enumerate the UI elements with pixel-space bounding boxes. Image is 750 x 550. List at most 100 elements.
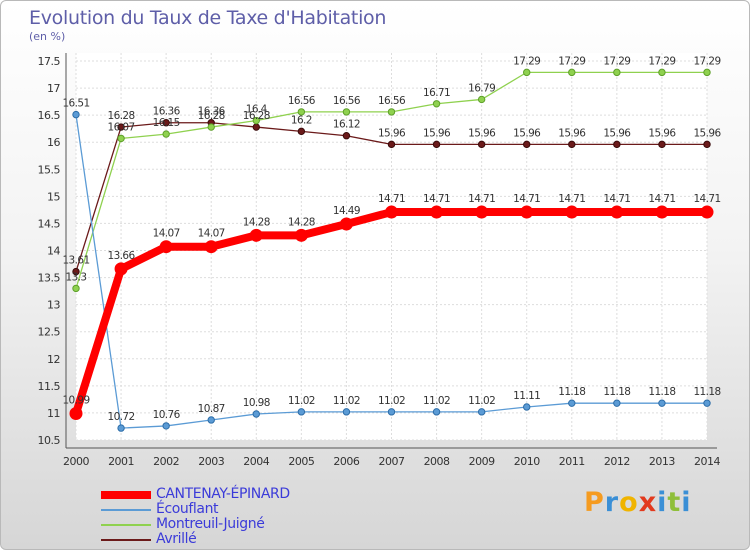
data-label: 11.18 xyxy=(603,386,630,398)
legend-item: CANTENAY-ÉPINARD xyxy=(101,487,290,502)
legend: CANTENAY-ÉPINARD Écouflant Montreuil-Juign… xyxy=(101,487,290,547)
data-point xyxy=(477,408,486,416)
data-point xyxy=(703,399,711,407)
data-point xyxy=(477,140,486,149)
y-tick-label: 13.5 xyxy=(38,272,61,285)
data-point xyxy=(339,217,353,231)
data-point xyxy=(297,408,306,416)
data-label: 14.28 xyxy=(288,216,315,228)
data-label: 11.18 xyxy=(648,386,675,398)
y-tick-label: 11.5 xyxy=(38,380,61,393)
data-label: 15.96 xyxy=(468,127,496,139)
logo-letter: o xyxy=(619,487,639,518)
x-tick-label: 2008 xyxy=(424,455,450,468)
data-label: 16.28 xyxy=(198,110,225,122)
data-point xyxy=(207,123,215,131)
x-tick-label: 2014 xyxy=(694,455,720,468)
data-point xyxy=(252,410,260,418)
logo-letter: x xyxy=(638,487,658,518)
data-label: 11.02 xyxy=(288,395,315,407)
data-label: 11.02 xyxy=(468,395,495,407)
x-tick-label: 2000 xyxy=(63,455,89,468)
series-points xyxy=(69,68,714,432)
data-label: 14.07 xyxy=(198,228,225,240)
y-tick-label: 12 xyxy=(47,353,60,366)
data-label: 16.28 xyxy=(108,110,135,122)
data-point xyxy=(387,408,396,416)
data-point xyxy=(703,140,711,149)
x-tick-label: 2003 xyxy=(198,455,224,468)
data-point xyxy=(568,140,576,149)
data-label: 16.71 xyxy=(423,87,450,99)
data-point xyxy=(432,100,441,108)
logo-letter: i xyxy=(681,487,692,518)
legend-swatch xyxy=(101,539,151,541)
data-label: 14.71 xyxy=(468,193,495,205)
y-tick-label: 11 xyxy=(47,407,60,420)
data-label: 16.28 xyxy=(243,110,270,122)
data-point xyxy=(252,116,260,125)
x-tick-label: 2005 xyxy=(288,455,314,468)
data-point xyxy=(72,110,80,119)
x-tick-label: 2004 xyxy=(243,455,269,468)
data-point xyxy=(207,416,215,424)
data-point xyxy=(249,228,263,242)
data-label: 16.15 xyxy=(153,117,180,129)
data-point xyxy=(658,399,666,407)
data-label: 17.29 xyxy=(693,55,720,67)
data-point xyxy=(204,240,218,254)
data-point xyxy=(568,68,576,77)
data-label: 17.29 xyxy=(603,55,630,67)
logo-letter: r xyxy=(604,487,620,518)
logo-letter: i xyxy=(657,487,668,518)
logo-letter: P xyxy=(584,487,605,518)
data-point xyxy=(294,228,308,242)
data-label: 14.49 xyxy=(333,205,360,217)
legend-label: Montreuil-Juigné xyxy=(156,516,265,532)
data-label: 16.56 xyxy=(333,95,361,107)
data-label: 16.36 xyxy=(153,106,181,118)
data-point xyxy=(430,205,444,219)
y-tick-label: 16 xyxy=(47,136,60,149)
data-point xyxy=(69,406,83,420)
y-tick-label: 14.5 xyxy=(38,217,61,230)
x-tick-label: 2011 xyxy=(559,455,585,468)
data-point xyxy=(387,140,396,149)
data-label: 14.71 xyxy=(693,193,720,205)
data-label: 17.29 xyxy=(513,55,540,67)
data-point xyxy=(342,132,351,140)
data-label: 13.66 xyxy=(108,250,136,262)
data-point xyxy=(72,284,80,293)
data-point xyxy=(523,140,531,149)
data-point xyxy=(387,108,396,116)
legend-label: CANTENAY-ÉPINARD xyxy=(156,486,290,502)
y-tick-label: 15.5 xyxy=(38,163,61,176)
x-tick-label: 2006 xyxy=(333,455,359,468)
data-point xyxy=(117,424,125,432)
data-label: 11.18 xyxy=(558,386,585,398)
data-point xyxy=(477,95,486,104)
data-label: 11.18 xyxy=(693,386,720,398)
data-label: 16.79 xyxy=(468,82,495,94)
data-label: 16.07 xyxy=(108,121,135,133)
data-label: 11.11 xyxy=(513,390,540,402)
data-label: 15.96 xyxy=(693,127,721,139)
data-point xyxy=(703,68,711,77)
data-label: 17.29 xyxy=(558,55,585,67)
data-label: 11.02 xyxy=(423,395,450,407)
data-label: 16.4 xyxy=(246,104,268,116)
data-point xyxy=(162,422,170,430)
data-point xyxy=(613,68,621,77)
data-label: 15.96 xyxy=(558,127,586,139)
data-label: 14.07 xyxy=(153,228,180,240)
legend-item: Avrillé xyxy=(101,532,290,547)
data-label: 15.96 xyxy=(423,127,451,139)
y-tick-label: 10.5 xyxy=(38,434,61,447)
data-point xyxy=(610,205,624,219)
legend-item: Montreuil-Juigné xyxy=(101,517,290,532)
data-point xyxy=(568,399,576,407)
data-point xyxy=(114,262,128,276)
data-label: 10.99 xyxy=(62,394,89,406)
